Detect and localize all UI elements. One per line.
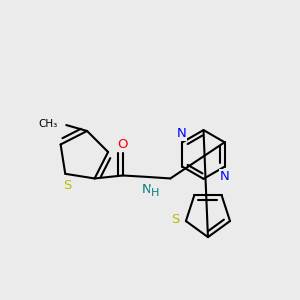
- Text: N: N: [220, 170, 230, 183]
- Text: O: O: [118, 138, 128, 151]
- Text: N: N: [142, 183, 152, 196]
- Text: N: N: [176, 127, 186, 140]
- Text: H: H: [150, 188, 159, 198]
- Text: S: S: [171, 213, 180, 226]
- Text: CH₃: CH₃: [38, 118, 57, 129]
- Text: S: S: [64, 178, 72, 192]
